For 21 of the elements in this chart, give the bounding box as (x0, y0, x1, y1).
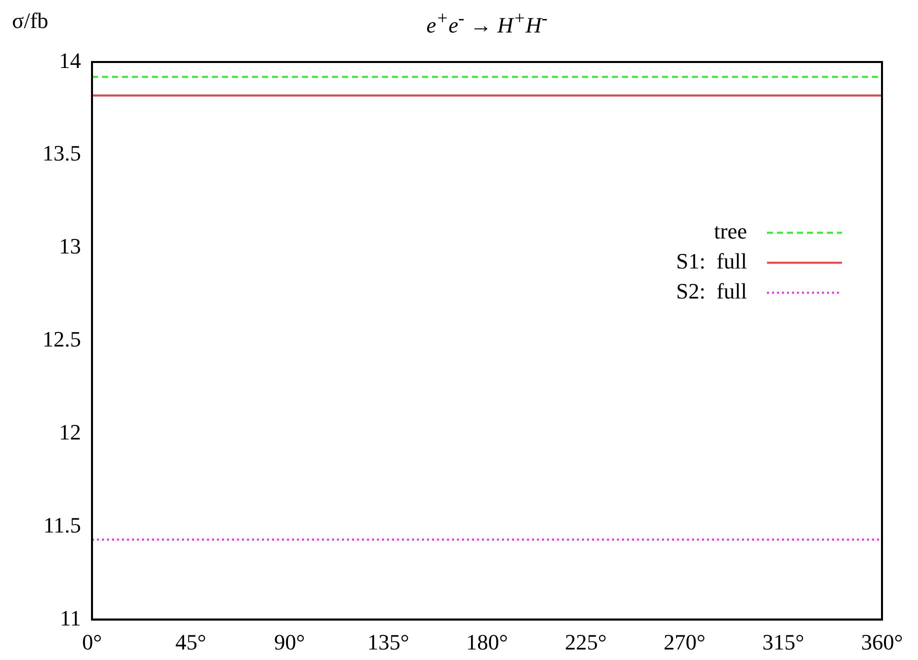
y-tick-label: 11.5 (43, 512, 81, 538)
legend-label: S2: full (676, 278, 747, 304)
x-tick-label: 180° (466, 630, 508, 655)
y-tick-label: 14 (59, 48, 81, 73)
x-tick-label: 360° (861, 630, 903, 655)
y-tick-label: 13 (59, 234, 81, 259)
y-tick-label: 12 (59, 420, 81, 445)
x-tick-label: 0° (82, 630, 102, 655)
x-tick-label: 135° (367, 630, 410, 655)
x-tick-label: 270° (664, 630, 706, 655)
legend-label: S1: full (676, 248, 747, 274)
x-tick-label: 225° (564, 630, 607, 655)
y-tick-label: 12.5 (42, 326, 81, 352)
x-tick-label: 90° (274, 630, 305, 655)
chart-title: e$^{+}$e$^{-}$ → H$^{+}$H$^{-}$ (425, 8, 549, 38)
x-tick-label: 315° (762, 630, 804, 655)
y-tick-label: 13.5 (42, 140, 81, 166)
legend-label: tree (714, 218, 747, 244)
x-tick-label: 45° (175, 630, 206, 655)
y-tick-label: 11 (60, 605, 81, 630)
y-axis-title: σ/fb (12, 8, 48, 34)
